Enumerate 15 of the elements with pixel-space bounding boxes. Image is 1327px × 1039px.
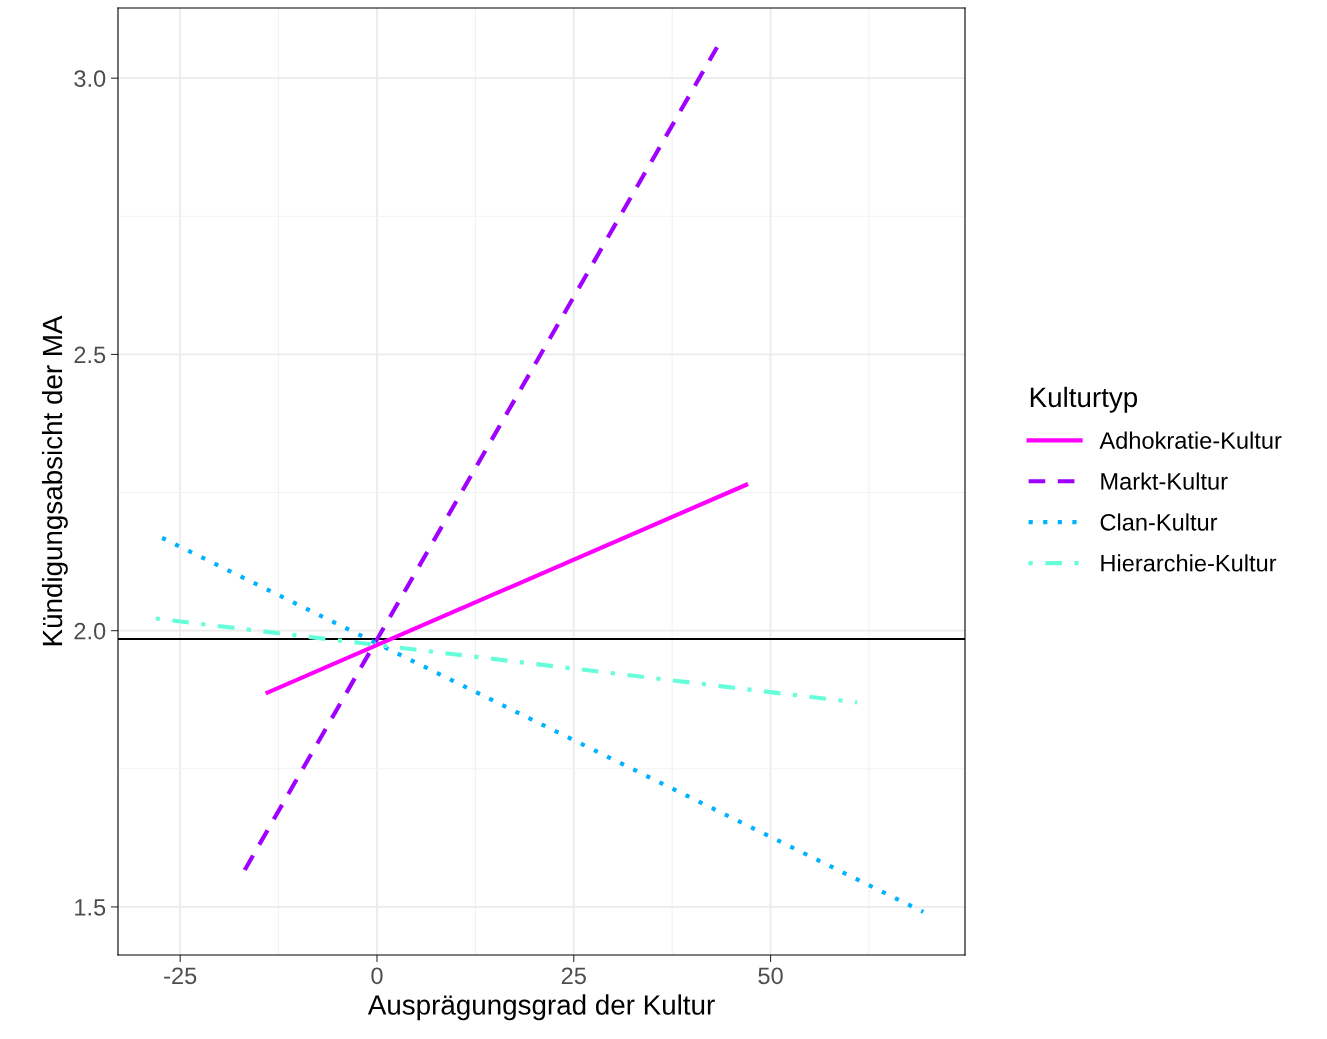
x-tick-label: 25: [561, 967, 586, 985]
y-axis-title: Kündigungsabsicht der MA: [41, 315, 68, 646]
x-tick-label: -25: [164, 967, 197, 985]
legend-label: Adhokratie-Kultur: [1099, 431, 1282, 449]
x-axis-title: Ausprägungsgrad der Kultur: [367, 994, 715, 1021]
y-tick-label: 2.0: [74, 622, 106, 640]
legend-label: Hierarchie-Kultur: [1101, 554, 1277, 572]
legend-title: Kulturtyp: [1030, 386, 1138, 413]
y-tick-label: 2.5: [74, 346, 106, 364]
x-tick-label: 50: [758, 967, 783, 985]
y-tick-label: 3.0: [74, 70, 106, 87]
legend-label: Clan-Kultur: [1100, 513, 1218, 531]
x-tick-label: 0: [371, 967, 383, 985]
y-tick-label: 1.5: [75, 899, 106, 916]
legend-label: Markt-Kultur: [1101, 472, 1228, 490]
